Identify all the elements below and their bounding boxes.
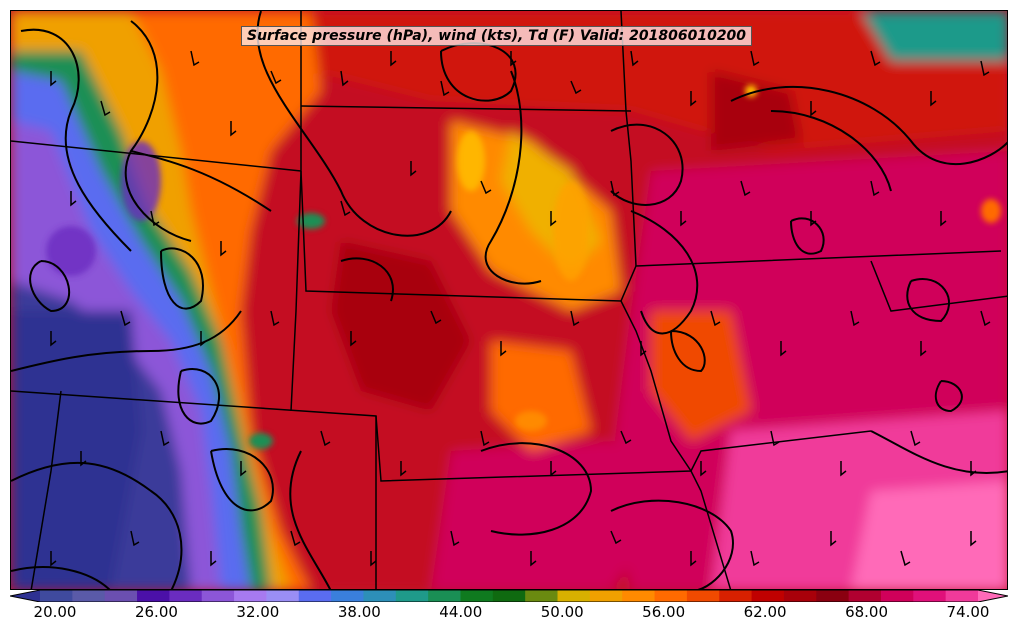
colorbar-tick-label: 32.00 bbox=[236, 603, 280, 621]
colorbar-segment bbox=[686, 590, 720, 602]
colorbar-segment bbox=[234, 590, 267, 602]
colorbar-tick-label: 50.00 bbox=[540, 603, 584, 621]
dewpoint-fill bbox=[11, 11, 1007, 589]
colorbar-tick-label: 56.00 bbox=[642, 603, 686, 621]
colorbar-segment bbox=[525, 590, 559, 602]
pressure-contours bbox=[11, 11, 1007, 589]
colorbar-segment bbox=[589, 590, 623, 602]
colorbar-tick-label: 38.00 bbox=[337, 603, 381, 621]
dewpoint-map bbox=[11, 11, 1007, 589]
colorbar-segment bbox=[40, 590, 73, 602]
colorbar-segment bbox=[783, 590, 817, 602]
colorbar-segment bbox=[298, 590, 332, 602]
colorbar-segment bbox=[719, 590, 753, 602]
colorbar-segment bbox=[654, 590, 688, 602]
colorbar-segment bbox=[913, 590, 947, 602]
colorbar-segment bbox=[622, 590, 656, 602]
dewpoint-detail bbox=[46, 85, 1001, 449]
colorbar-segment bbox=[104, 590, 138, 602]
colorbar-segment bbox=[945, 590, 979, 602]
state-boundaries bbox=[11, 11, 1007, 589]
colorbar-segment bbox=[363, 590, 397, 602]
colorbar-segment bbox=[816, 590, 850, 602]
colorbar-min-extend bbox=[10, 590, 40, 602]
colorbar-segment bbox=[72, 590, 106, 602]
colorbar-segment bbox=[428, 590, 461, 602]
colorbar-segment bbox=[137, 590, 170, 602]
colorbar-segment bbox=[848, 590, 882, 602]
colorbar-tick-label: 20.00 bbox=[33, 603, 77, 621]
colorbar-segment bbox=[331, 590, 364, 602]
map-title: Surface pressure (hPa), wind (kts), Td (… bbox=[241, 26, 753, 46]
colorbar-segment bbox=[201, 590, 235, 602]
colorbar-tick-label: 44.00 bbox=[439, 603, 483, 621]
colorbar-max-extend bbox=[978, 590, 1008, 602]
colorbar-tick-label: 62.00 bbox=[743, 603, 787, 621]
wind-barbs bbox=[50, 50, 991, 567]
colorbar-segment bbox=[460, 590, 494, 602]
colorbar-segment bbox=[492, 590, 526, 602]
colorbar-segment bbox=[169, 590, 203, 602]
colorbar-segment bbox=[266, 590, 300, 602]
colorbar-segment bbox=[557, 590, 591, 602]
colorbar bbox=[10, 590, 1008, 602]
colorbar-segment bbox=[395, 590, 429, 602]
colorbar-tick-label: 68.00 bbox=[845, 603, 889, 621]
colorbar-tick-label: 26.00 bbox=[134, 603, 178, 621]
colorbar-tick-label: 74.00 bbox=[946, 603, 990, 621]
colorbar-segment bbox=[880, 590, 914, 602]
map-panel: Surface pressure (hPa), wind (kts), Td (… bbox=[10, 10, 1008, 590]
colorbar-segment bbox=[751, 590, 785, 602]
